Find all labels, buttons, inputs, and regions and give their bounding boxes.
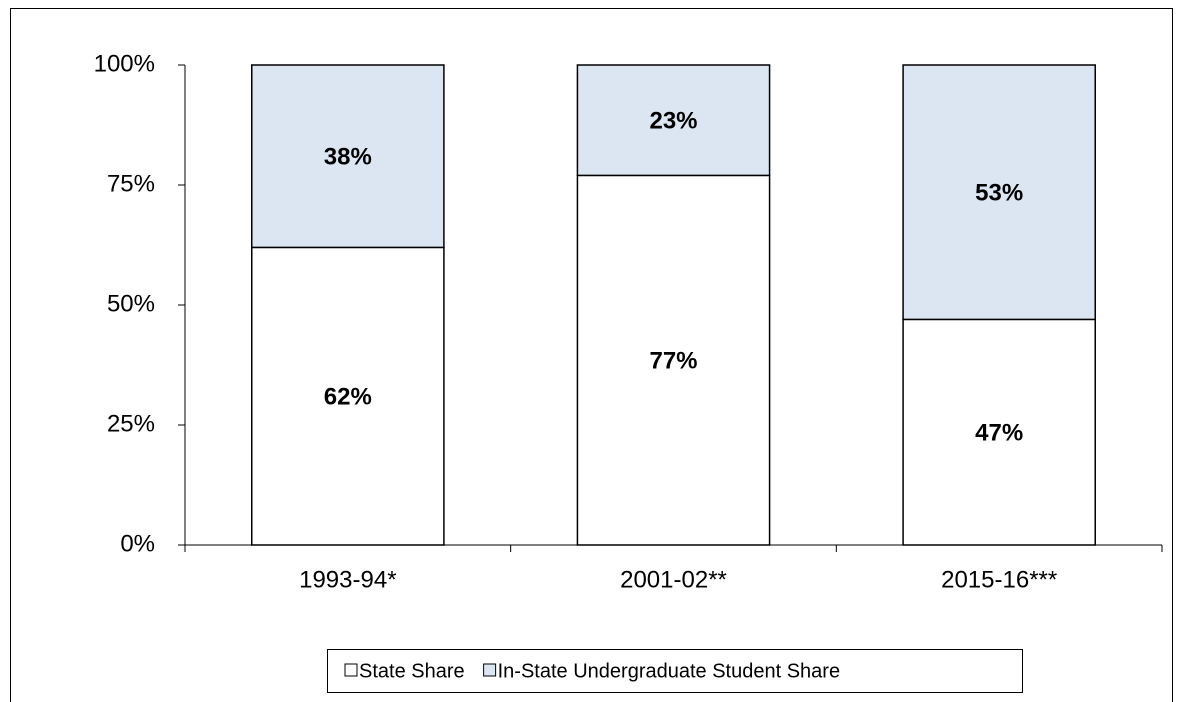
x-tick-label: 2015-16*** — [941, 566, 1057, 593]
bar-segment — [576, 174, 771, 546]
legend-label: State Share — [359, 660, 465, 682]
data-label: 47% — [975, 420, 1023, 447]
bar-segment — [902, 318, 1096, 546]
chart-frame — [10, 8, 1173, 702]
data-label: 53% — [975, 180, 1023, 207]
data-label: 77% — [649, 348, 697, 375]
bar-segment — [251, 64, 445, 249]
y-tick-label: 25% — [107, 410, 155, 437]
x-tick-label: 2001-02** — [620, 566, 727, 593]
y-tick-label: 50% — [107, 290, 155, 317]
legend-swatch — [344, 663, 358, 677]
y-tick-label: 75% — [107, 170, 155, 197]
y-tick-label: 0% — [120, 530, 155, 557]
x-tick-label: 1993-94* — [299, 566, 396, 593]
bar-segment — [902, 64, 1096, 321]
data-label: 23% — [649, 108, 697, 135]
data-label: 38% — [324, 144, 372, 171]
y-tick-label: 100% — [94, 50, 155, 77]
legend-box — [327, 649, 1023, 693]
legend-swatch — [483, 663, 497, 677]
data-label: 62% — [324, 384, 372, 411]
legend-label: In-State Undergraduate Student Share — [498, 660, 840, 682]
bar-segment — [576, 64, 771, 177]
